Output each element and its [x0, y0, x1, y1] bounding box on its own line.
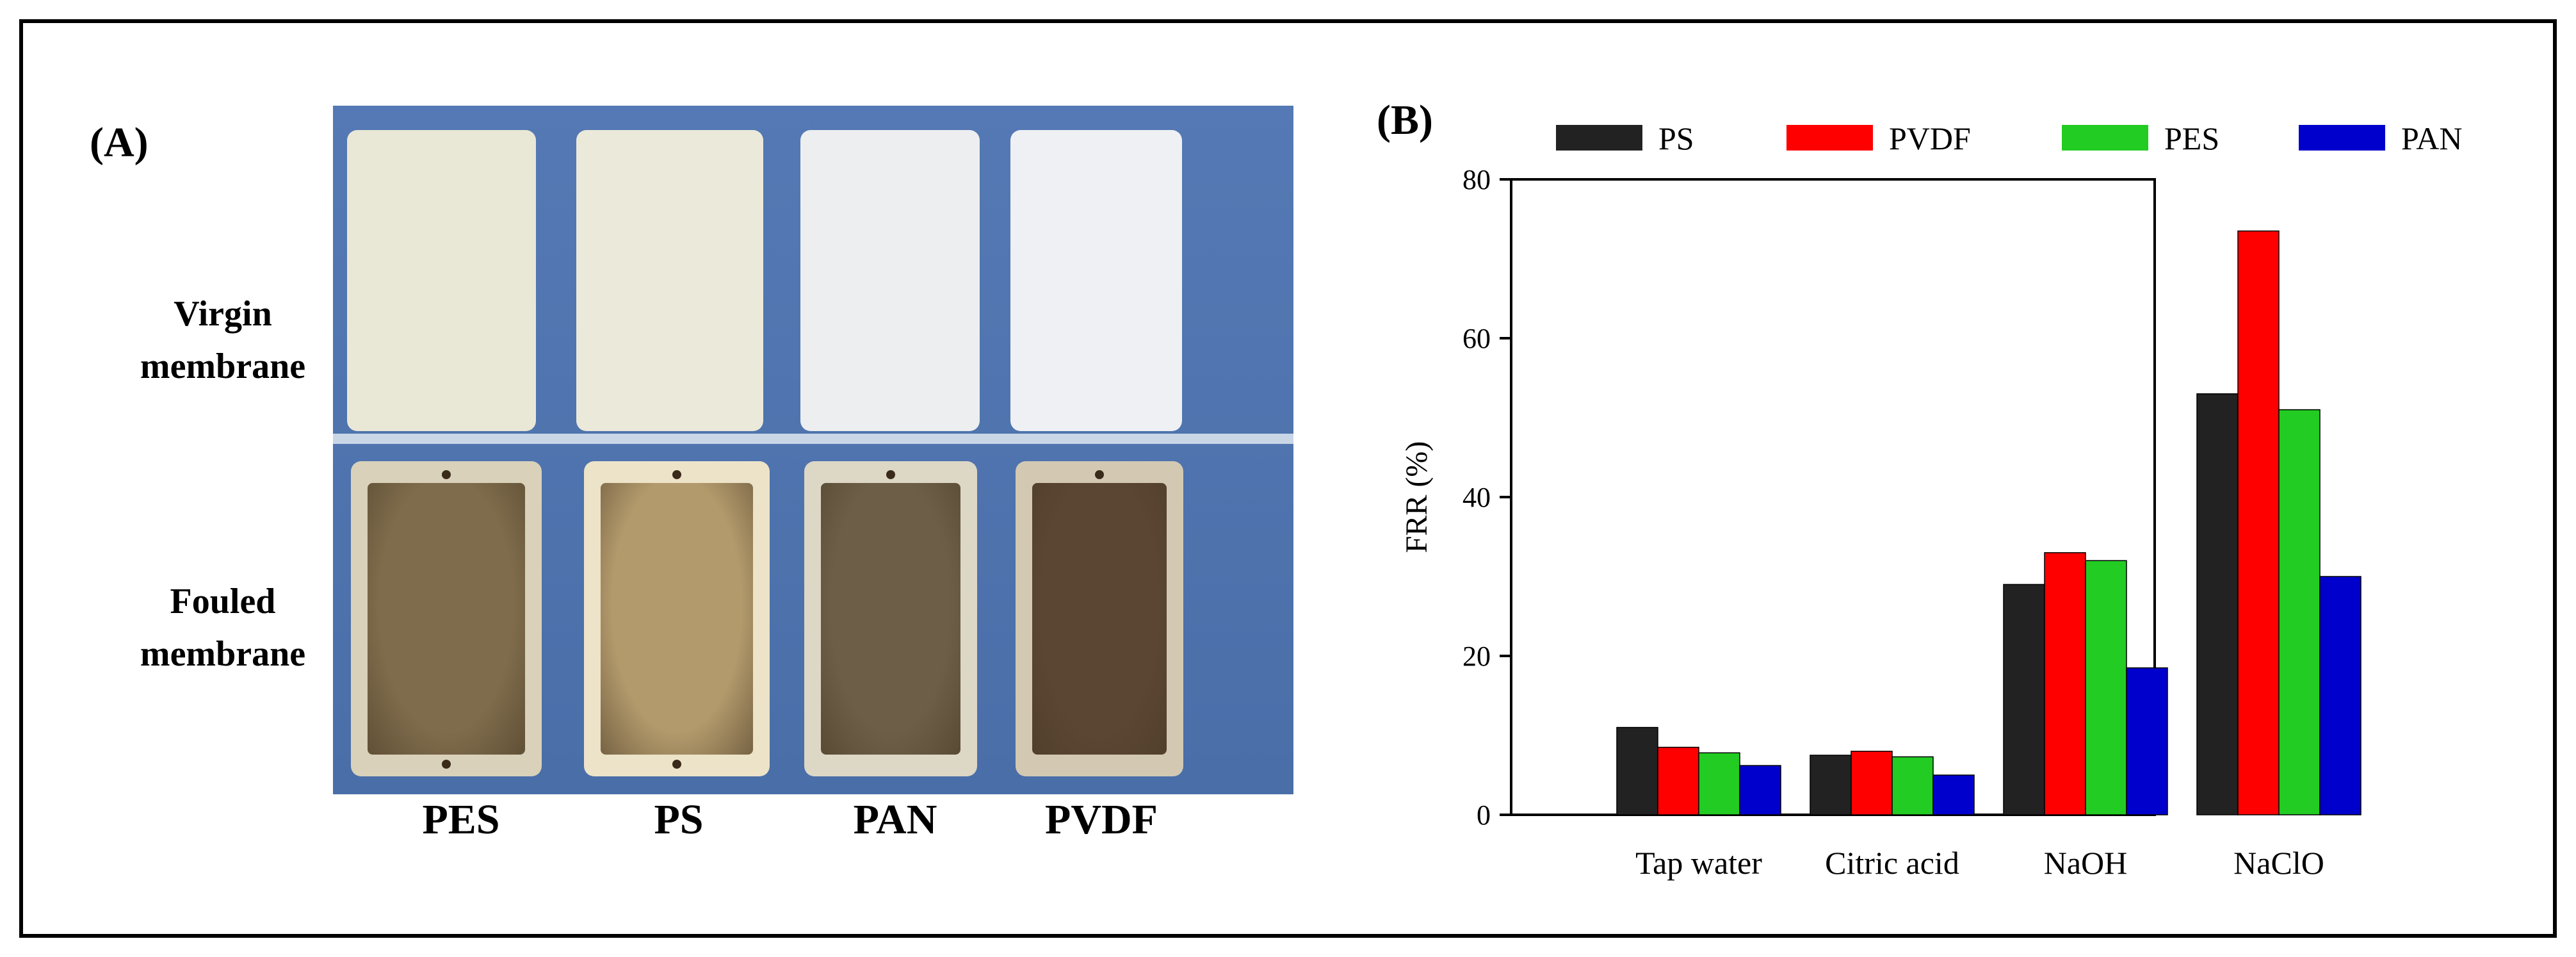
- fouled-area-pvdf: [1032, 483, 1167, 755]
- panel-b-label: (B): [1377, 97, 1433, 143]
- figure-frame: [19, 19, 2557, 938]
- legend-label-ps: PS: [1658, 120, 1694, 156]
- membrane-label-pvdf: PVDF: [1045, 796, 1158, 843]
- tab-hole: [1095, 470, 1104, 479]
- bar-pes-2: [2085, 560, 2127, 815]
- bar-pvdf-3: [2237, 230, 2280, 815]
- legend-swatch-ps: [1556, 125, 1642, 151]
- panel-a-label: (A): [90, 119, 149, 166]
- membrane-label-pes: PES: [422, 796, 500, 843]
- fouled-coupon-pan: [804, 461, 977, 776]
- y-tick-label: 0: [1477, 799, 1491, 831]
- bar-ps-0: [1616, 726, 1658, 815]
- tab-hole: [672, 760, 681, 769]
- fouled-coupon-pes: [351, 461, 542, 776]
- tab-hole: [442, 760, 451, 769]
- category-label: NaClO: [2233, 845, 2324, 881]
- bar-pan-3: [2319, 576, 2361, 815]
- virgin-coupon-pvdf: [1010, 130, 1182, 431]
- legend-swatch-pvdf: [1786, 125, 1873, 151]
- bar-pes-1: [1891, 756, 1934, 815]
- bar-pes-3: [2278, 409, 2321, 815]
- bar-ps-3: [2196, 393, 2239, 815]
- legend-label-pvdf: PVDF: [1889, 120, 1971, 156]
- tab-hole: [442, 470, 451, 479]
- membrane-label-pan: PAN: [853, 796, 937, 843]
- bar-pan-0: [1739, 765, 1781, 815]
- bar-ps-2: [2003, 584, 2045, 815]
- virgin-coupon-ps: [576, 130, 763, 431]
- membrane-label-ps: PS: [654, 796, 704, 843]
- virgin-coupon-pan: [800, 130, 980, 431]
- bar-ps-1: [1810, 755, 1852, 815]
- bar-pvdf-0: [1657, 746, 1699, 815]
- legend-swatch-pes: [2062, 125, 2148, 151]
- category-label: Tap water: [1635, 845, 1762, 881]
- bar-pvdf-2: [2044, 552, 2086, 815]
- y-tick-label: 80: [1462, 164, 1491, 195]
- legend-label-pes: PES: [2164, 120, 2219, 156]
- bar-pvdf-1: [1851, 751, 1893, 815]
- photo-divider: [333, 434, 1293, 444]
- membrane-photo: [333, 106, 1293, 794]
- y-tick-label: 40: [1462, 482, 1491, 513]
- y-tick-label: 60: [1462, 323, 1491, 354]
- fouled-coupon-ps: [584, 461, 770, 776]
- fouled-area-pan: [821, 483, 960, 755]
- virgin-coupon-pes: [347, 130, 536, 431]
- fouled-area-ps: [601, 483, 753, 755]
- legend-label-pan: PAN: [2401, 120, 2462, 156]
- fouled-membrane-label: Fouled membrane: [140, 582, 306, 674]
- virgin-membrane-label: Virgin membrane: [140, 294, 306, 386]
- bar-pan-2: [2126, 667, 2168, 815]
- fouled-area-pes: [368, 483, 525, 755]
- legend-swatch-pan: [2299, 125, 2385, 151]
- category-label: NaOH: [2044, 845, 2128, 881]
- y-axis-title: FRR (%): [1400, 441, 1434, 553]
- y-tick-label: 20: [1462, 641, 1491, 672]
- fouled-coupon-pvdf: [1016, 461, 1183, 776]
- bar-pan-1: [1932, 774, 1975, 815]
- tab-hole: [672, 470, 681, 479]
- tab-hole: [886, 470, 895, 479]
- bar-pes-0: [1698, 752, 1740, 815]
- category-label: Citric acid: [1825, 845, 1959, 881]
